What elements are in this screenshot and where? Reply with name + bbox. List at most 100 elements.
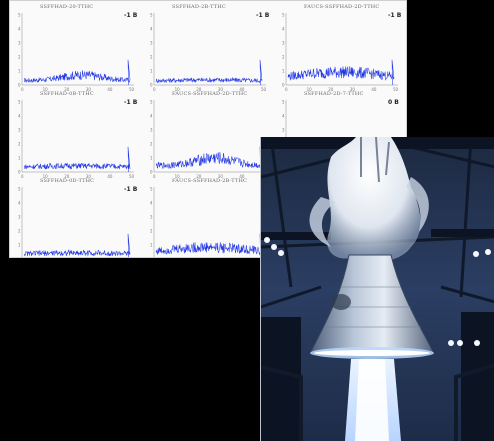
panel-title: SSFFHAD-2D-7-TTHC — [304, 91, 364, 97]
y-tick-label: 2 — [150, 142, 153, 147]
y-tick-label: 2 — [282, 55, 285, 60]
y-tick-label: 1 — [18, 156, 21, 161]
x-tick-label: 10 — [175, 174, 181, 179]
x-tick-label: 10 — [307, 87, 313, 92]
panel-title: SSFFHAD-0D-TTHC — [40, 178, 95, 184]
x-tick-label: 0 — [21, 174, 24, 179]
engine-test-photo-art — [261, 137, 494, 441]
y-tick-label: 2 — [18, 229, 21, 234]
y-tick-label: 5 — [150, 187, 153, 192]
y-tick-label: 4 — [18, 114, 21, 119]
panel-tag: -1 B — [124, 186, 138, 193]
spectrum-series — [23, 233, 131, 257]
y-tick-label: 5 — [282, 13, 285, 18]
y-tick-label: 4 — [150, 114, 153, 119]
y-tick-label: 4 — [18, 201, 21, 206]
y-tick-label: 3 — [150, 215, 153, 220]
chart-sheet: SSFFHAD-20-TTHC -1 B 5 4 3 2 1 0 0 10 20 30 40 50 SSFF… — [9, 0, 407, 258]
x-tick-label: 40 — [107, 174, 113, 179]
y-tick-label: 3 — [18, 215, 21, 220]
panel-title: FAUCS-SSFFHAD-2D-TTHC — [172, 91, 248, 97]
y-tick-label: 0 — [18, 83, 21, 88]
y-tick-label: 2 — [18, 55, 21, 60]
y-tick-label: 0 — [150, 83, 153, 88]
panel-axes — [153, 187, 155, 257]
x-tick-label: 10 — [43, 87, 49, 92]
y-tick-label: 4 — [282, 27, 285, 32]
panel-axes — [153, 13, 266, 86]
x-tick-label: 50 — [129, 87, 135, 92]
x-tick-label: 30 — [350, 87, 356, 92]
y-tick-label: 5 — [18, 187, 21, 192]
panel-axes — [21, 187, 23, 257]
x-tick-label: 50 — [129, 174, 135, 179]
panel-tag: -1 B — [124, 12, 138, 19]
y-tick-label: 5 — [18, 13, 21, 18]
x-tick-label: 20 — [328, 87, 334, 92]
x-tick-label: 30 — [86, 87, 92, 92]
panel-tag: 0 B — [388, 99, 399, 106]
x-tick-label: 0 — [153, 87, 156, 92]
x-tick-label: 30 — [86, 174, 92, 179]
y-tick-label: 0 — [18, 170, 21, 175]
panel-axes — [21, 13, 134, 86]
y-tick-label: 2 — [150, 55, 153, 60]
x-tick-label: 0 — [21, 87, 24, 92]
x-tick-label: 20 — [196, 174, 202, 179]
x-tick-label: 0 — [153, 174, 156, 179]
y-tick-label: 2 — [150, 229, 153, 234]
panel-title: FAUCS-SSFFHAD-2B-TTHC — [172, 178, 248, 184]
x-tick-label: 0 — [285, 87, 288, 92]
y-tick-label: 1 — [282, 69, 285, 74]
y-tick-label: 5 — [282, 100, 285, 105]
y-tick-label: 2 — [18, 142, 21, 147]
y-tick-label: 3 — [282, 41, 285, 46]
x-tick-label: 20 — [64, 87, 70, 92]
y-tick-label: 0 — [150, 170, 153, 175]
y-tick-label: 5 — [18, 100, 21, 105]
y-tick-label: 4 — [150, 201, 153, 206]
y-tick-label: 1 — [150, 69, 153, 74]
y-tick-label: 4 — [282, 114, 285, 119]
panel-axes — [21, 100, 134, 173]
spectrum-series — [23, 146, 131, 173]
spectrum-series — [155, 59, 263, 86]
x-tick-label: 40 — [371, 87, 377, 92]
spectrum-series — [155, 146, 263, 173]
x-tick-label: 40 — [239, 87, 245, 92]
panel-axes — [153, 100, 266, 173]
panel-title: SSFFHAD-2B-TTHC — [172, 4, 226, 10]
panel-title: SSFFHAD-0B-TTHC — [40, 91, 94, 97]
y-tick-label: 1 — [18, 243, 21, 248]
x-tick-label: 30 — [218, 174, 224, 179]
y-tick-label: 3 — [18, 41, 21, 46]
spectrum-series — [23, 59, 131, 86]
y-tick-label: 0 — [18, 257, 21, 259]
y-tick-label: 0 — [282, 83, 285, 88]
x-tick-label: 50 — [393, 87, 399, 92]
x-tick-label: 10 — [43, 174, 49, 179]
panel-tag: -1 B — [388, 12, 402, 19]
x-tick-label: 20 — [64, 174, 70, 179]
x-tick-label: 50 — [261, 87, 267, 92]
y-tick-label: 4 — [18, 27, 21, 32]
x-tick-label: 40 — [107, 87, 113, 92]
panel-axes — [285, 13, 398, 86]
y-tick-label: 5 — [150, 13, 153, 18]
y-tick-label: 1 — [150, 243, 153, 248]
x-tick-label: 20 — [196, 87, 202, 92]
y-tick-label: 3 — [18, 128, 21, 133]
y-tick-label: 3 — [282, 128, 285, 133]
x-tick-label: 30 — [218, 87, 224, 92]
y-tick-label: 0 — [150, 257, 153, 259]
x-tick-label: 40 — [239, 174, 245, 179]
panel-title: FAUCS-SSFFHAD-2D-TTHC — [304, 4, 380, 10]
y-tick-label: 5 — [150, 100, 153, 105]
